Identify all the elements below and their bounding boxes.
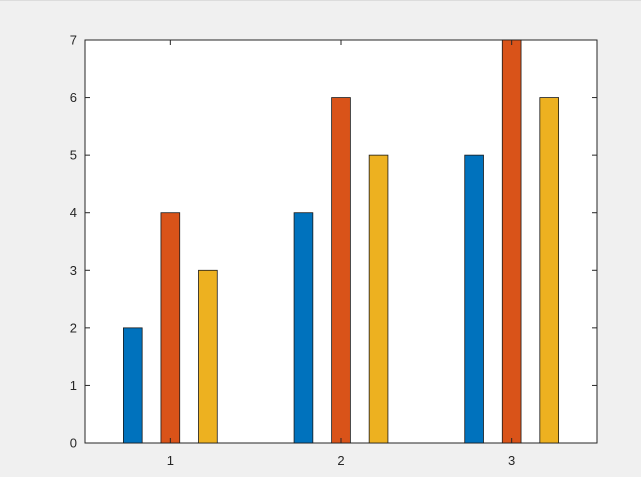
bars-layer [123, 39, 560, 444]
bar-series-2-cat-2 [331, 97, 351, 444]
x-tick-label: 1 [167, 453, 174, 468]
y-tick-label: 6 [70, 90, 77, 105]
tick-labels-layer: 0 1 2 3 4 5 6 7 1 2 3 [70, 33, 516, 469]
bar-series-1-cat-3 [464, 154, 484, 444]
bar-series-2-cat-1 [160, 212, 181, 444]
y-tick-label: 2 [70, 320, 77, 335]
bar-series-1-cat-1 [123, 327, 143, 444]
bar-series-3-cat-3 [539, 97, 560, 444]
y-tick-label: 7 [70, 33, 77, 48]
y-tick-label: 0 [70, 436, 77, 451]
x-tick-label: 2 [337, 453, 344, 468]
y-tick-label: 4 [70, 205, 77, 220]
ticks-layer [85, 39, 597, 444]
bar-series-3-cat-1 [198, 269, 218, 444]
x-tick-label: 3 [508, 453, 515, 468]
bar-series-3-cat-2 [368, 154, 389, 444]
bar-series-1-cat-2 [293, 212, 314, 444]
y-tick-label: 1 [70, 378, 77, 393]
bar-series-2-cat-3 [501, 39, 522, 444]
y-tick-label: 3 [70, 263, 77, 278]
y-tick-label: 5 [70, 148, 77, 163]
